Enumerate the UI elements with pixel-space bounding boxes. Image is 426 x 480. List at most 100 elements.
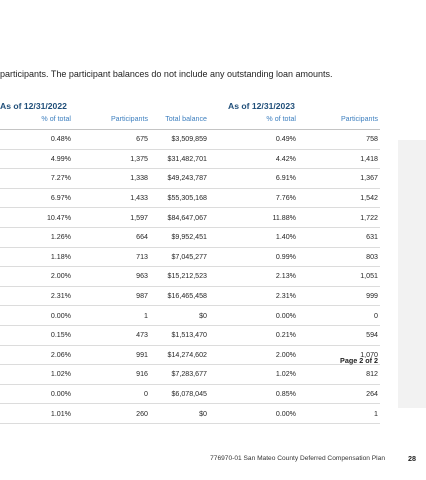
table-row: 2.06% 991 $14,274,602 2.00% 1,070 xyxy=(0,345,380,366)
table-cell: 803 xyxy=(298,247,380,268)
balances-table: % of total Participants Total balance % … xyxy=(0,108,380,424)
table-cell: 0.21% xyxy=(209,325,298,346)
table-cell: $1,513,470 xyxy=(150,325,209,346)
table-cell: 664 xyxy=(73,227,150,248)
table-cell: 2.00% xyxy=(209,345,298,366)
table-cell: $55,305,168 xyxy=(150,188,209,209)
column-header: % of total xyxy=(0,108,73,130)
table-cell: 1.18% xyxy=(0,247,73,268)
table-cell: 999 xyxy=(298,286,380,307)
table-row: 1.26% 664 $9,952,451 1.40% 631 xyxy=(0,227,380,248)
table-cell: $49,243,787 xyxy=(150,168,209,189)
column-header: Total balance xyxy=(150,108,209,130)
table-cell: $31,482,701 xyxy=(150,149,209,170)
table-row: 6.97% 1,433 $55,305,168 7.76% 1,542 xyxy=(0,188,380,209)
table-row: 0.15% 473 $1,513,470 0.21% 594 xyxy=(0,325,380,346)
table-cell: 2.31% xyxy=(0,286,73,307)
table-row: 0.00% 0 $6,078,045 0.85% 264 xyxy=(0,384,380,405)
table-cell: 0.85% xyxy=(209,384,298,405)
footer-plan-name: 776970-01 San Mateo County Deferred Comp… xyxy=(210,455,385,462)
table-row: 1.02% 916 $7,283,677 1.02% 812 xyxy=(0,364,380,385)
table-cell: 10.47% xyxy=(0,207,73,228)
table-row: 1.01% 260 $0 0.00% 1 xyxy=(0,403,380,424)
table-cell: 2.06% xyxy=(0,345,73,366)
table-cell: 473 xyxy=(73,325,150,346)
table-cell: 1,418 xyxy=(298,149,380,170)
table-cell: 631 xyxy=(298,227,380,248)
table-row: 4.99% 1,375 $31,482,701 4.42% 1,418 xyxy=(0,149,380,170)
column-header: % of total xyxy=(209,108,298,130)
table-cell: 4.99% xyxy=(0,149,73,170)
column-header: Participants xyxy=(298,108,380,130)
table-cell: 594 xyxy=(298,325,380,346)
table-cell: 0.15% xyxy=(0,325,73,346)
table-cell: 1,070 xyxy=(298,345,380,366)
table-cell: 0 xyxy=(73,384,150,405)
table-cell: $3,509,859 xyxy=(150,129,209,150)
table-header-row: % of total Participants Total balance % … xyxy=(0,108,380,130)
table-cell: 1 xyxy=(73,305,150,326)
table-cell: 916 xyxy=(73,364,150,385)
table-cell: 987 xyxy=(73,286,150,307)
table-row: 0.48% 675 $3,509,859 0.49% 758 xyxy=(0,129,380,150)
table-cell: 963 xyxy=(73,266,150,287)
table-row: 0.00% 1 $0 0.00% 0 xyxy=(0,305,380,326)
table-cell: $14,274,602 xyxy=(150,345,209,366)
table-cell: 0.00% xyxy=(0,384,73,405)
table-cell: 1.02% xyxy=(0,364,73,385)
table-cell: 1.40% xyxy=(209,227,298,248)
table-cell: 758 xyxy=(298,129,380,150)
table-cell: 1 xyxy=(298,403,380,424)
intro-paragraph: participants. The participant balances d… xyxy=(0,69,333,79)
table-cell: 1,367 xyxy=(298,168,380,189)
table-cell: 0.49% xyxy=(209,129,298,150)
table-cell: $0 xyxy=(150,305,209,326)
table-cell: 6.91% xyxy=(209,168,298,189)
table-cell: 713 xyxy=(73,247,150,268)
table-cell: 1.26% xyxy=(0,227,73,248)
table-cell: $9,952,451 xyxy=(150,227,209,248)
footer-page-number: 28 xyxy=(408,454,416,463)
table-cell: 7.76% xyxy=(209,188,298,209)
table-cell: 812 xyxy=(298,364,380,385)
table-cell: $16,465,458 xyxy=(150,286,209,307)
table-cell: 0.99% xyxy=(209,247,298,268)
table-cell: 991 xyxy=(73,345,150,366)
table-cell: $7,283,677 xyxy=(150,364,209,385)
column-header: Participants xyxy=(73,108,150,130)
table-cell: 2.00% xyxy=(0,266,73,287)
table-cell: 1,433 xyxy=(73,188,150,209)
table-cell: $7,045,277 xyxy=(150,247,209,268)
table-cell: 1,597 xyxy=(73,207,150,228)
group-header-2022: As of 12/31/2022 xyxy=(0,101,67,111)
table-cell: 11.88% xyxy=(209,207,298,228)
table-cell: 1.01% xyxy=(0,403,73,424)
table-cell: 1,722 xyxy=(298,207,380,228)
table-row: 7.27% 1,338 $49,243,787 6.91% 1,367 xyxy=(0,168,380,189)
table-cell: 264 xyxy=(298,384,380,405)
table-cell: 0.00% xyxy=(209,403,298,424)
table-cell: 1,542 xyxy=(298,188,380,209)
table-cell: 7.27% xyxy=(0,168,73,189)
page-indicator: Page 2 of 2 xyxy=(340,356,378,365)
table-cell: 0 xyxy=(298,305,380,326)
table-cell: 260 xyxy=(73,403,150,424)
table-cell: 2.31% xyxy=(209,286,298,307)
side-panel xyxy=(398,140,426,408)
table-cell: 1,051 xyxy=(298,266,380,287)
table-cell: $15,212,523 xyxy=(150,266,209,287)
table-row: 2.00% 963 $15,212,523 2.13% 1,051 xyxy=(0,266,380,287)
table-cell: $0 xyxy=(150,403,209,424)
table-cell: 0.00% xyxy=(209,305,298,326)
table-row: 2.31% 987 $16,465,458 2.31% 999 xyxy=(0,286,380,307)
table-cell: $6,078,045 xyxy=(150,384,209,405)
table-cell: 1.02% xyxy=(209,364,298,385)
table-cell: 2.13% xyxy=(209,266,298,287)
table-cell: 4.42% xyxy=(209,149,298,170)
table-row: 1.18% 713 $7,045,277 0.99% 803 xyxy=(0,247,380,268)
table-row: 10.47% 1,597 $84,647,067 11.88% 1,722 xyxy=(0,207,380,228)
table-cell: 1,375 xyxy=(73,149,150,170)
table-cell: 0.48% xyxy=(0,129,73,150)
table-cell: 1,338 xyxy=(73,168,150,189)
table-cell: 0.00% xyxy=(0,305,73,326)
